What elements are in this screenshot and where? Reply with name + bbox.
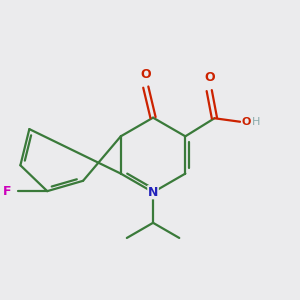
Text: F: F xyxy=(3,184,12,198)
Text: H: H xyxy=(252,117,261,127)
Text: O: O xyxy=(140,68,151,81)
Text: N: N xyxy=(148,186,158,199)
Text: O: O xyxy=(204,71,214,84)
Text: O: O xyxy=(242,117,251,127)
